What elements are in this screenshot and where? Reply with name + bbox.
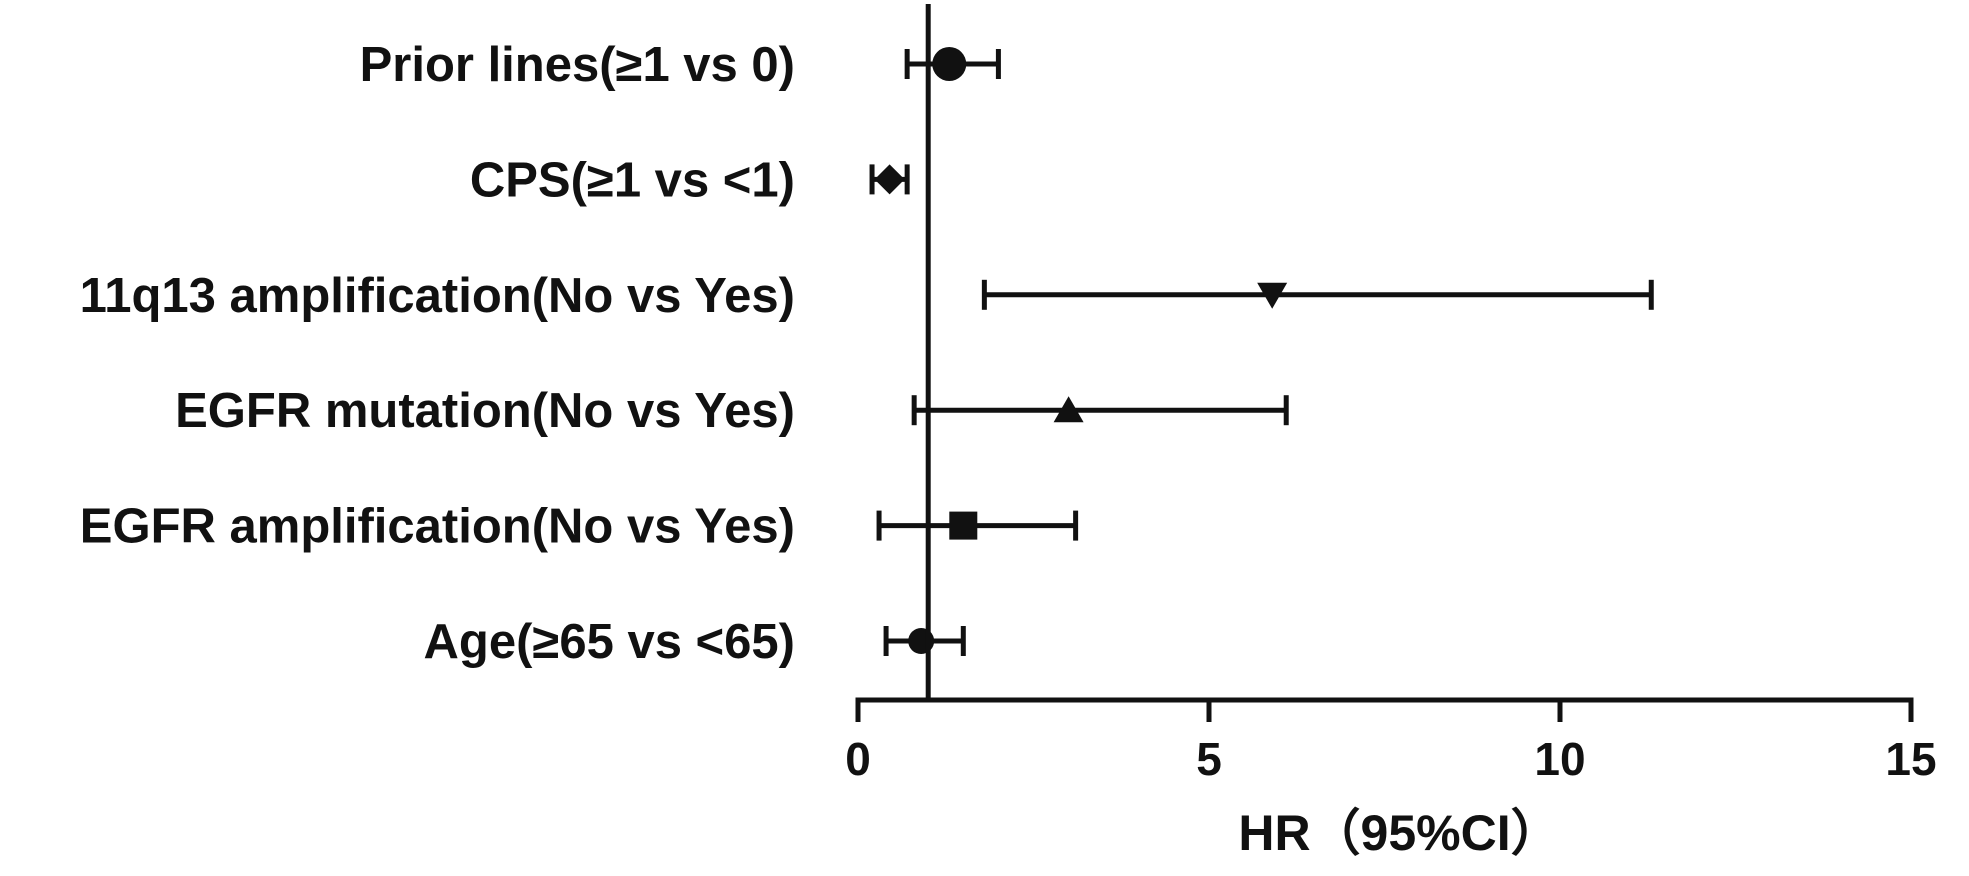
- row-label-0: Prior lines(≥1 vs 0): [360, 38, 795, 92]
- row-label-2: 11q13 amplification(No vs Yes): [80, 269, 795, 323]
- x-axis: 0 5 10 15: [845, 697, 1937, 785]
- row-label-3: EGFR mutation(No vs Yes): [175, 384, 795, 438]
- row-label-5: Age(≥65 vs <65): [424, 615, 795, 669]
- point-diamond-1: [874, 164, 905, 195]
- x-tick-label-5: 5: [1196, 733, 1222, 785]
- x-tick-label-15: 15: [1885, 733, 1936, 785]
- point-triangle-down-2: [1257, 282, 1288, 309]
- x-tick-label-0: 0: [845, 733, 871, 785]
- row-label-4: EGFR amplification(No vs Yes): [80, 500, 795, 554]
- forest-row-5: Age(≥65 vs <65): [424, 615, 966, 669]
- x-tick-label-10: 10: [1534, 733, 1585, 785]
- forest-row-3: EGFR mutation(No vs Yes): [175, 384, 1289, 438]
- forest-row-1: CPS(≥1 vs <1): [470, 153, 910, 207]
- forest-row-0: Prior lines(≥1 vs 0): [360, 38, 1001, 92]
- point-triangle-up-3: [1053, 396, 1084, 423]
- x-axis-title: HR（95%CI）: [1238, 805, 1560, 861]
- point-circle-0: [932, 47, 967, 81]
- point-square-4: [949, 511, 978, 540]
- rows-layer: Prior lines(≥1 vs 0) CPS(≥1 vs <1) 11q13 a…: [80, 38, 1654, 669]
- forest-row-2: 11q13 amplification(No vs Yes): [80, 269, 1654, 323]
- row-label-1: CPS(≥1 vs <1): [470, 153, 795, 207]
- forest-row-4: EGFR amplification(No vs Yes): [80, 500, 1079, 554]
